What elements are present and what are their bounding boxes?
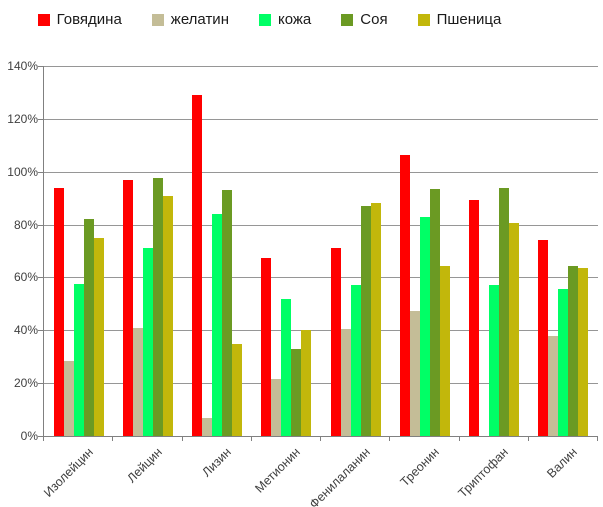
bar-Соя	[152, 178, 163, 436]
bar-Говядина	[330, 248, 341, 436]
chart-legend: Говядина желатин кожа Соя Пшеница	[0, 11, 603, 28]
bar-желатин	[340, 329, 351, 436]
bar-желатин	[271, 379, 282, 436]
legend-item: Пшеница	[417, 11, 502, 28]
x-tick-mark	[527, 437, 529, 441]
gridline	[44, 66, 598, 67]
x-tick-mark	[389, 437, 391, 441]
bar-Пшеница	[232, 343, 243, 436]
x-tick-mark	[181, 437, 183, 441]
bar-Соя	[291, 348, 302, 436]
legend-label: Соя	[360, 11, 388, 28]
x-tick-mark	[597, 437, 598, 441]
bar-Говядина	[122, 179, 133, 436]
x-tick-mark	[250, 437, 252, 441]
x-tick-mark	[43, 437, 44, 441]
bar-Соя	[360, 206, 371, 436]
y-tick-mark	[38, 277, 43, 279]
bar-Пшеница	[578, 268, 589, 436]
bar-Соя	[222, 190, 233, 436]
y-tick-mark	[38, 118, 43, 120]
x-tick-mark	[112, 437, 114, 441]
bar-Говядина	[469, 199, 480, 436]
y-tick-label: 40%	[13, 323, 38, 338]
legend-swatch	[417, 13, 430, 26]
legend-label: Говядина	[56, 11, 122, 28]
bar-Соя	[429, 188, 440, 436]
legend-swatch	[258, 13, 271, 26]
bar-group-1	[44, 66, 113, 436]
bar-group-6	[390, 66, 459, 436]
gridline	[44, 118, 598, 120]
bar-Пшеница	[301, 330, 312, 436]
bar-group-8	[529, 66, 598, 436]
legend-item: Говядина	[37, 11, 122, 28]
bar-желатин	[202, 417, 213, 436]
bar-кожа	[350, 285, 361, 436]
x-category-label: Изолейцин	[40, 445, 96, 500]
legend-label: кожа	[277, 11, 312, 28]
bar-кожа	[281, 298, 292, 436]
legend-label: желатин	[170, 11, 229, 28]
bar-Пшеница	[162, 195, 173, 436]
bar-group-4	[252, 66, 321, 436]
gridline	[44, 330, 598, 332]
bar-Пшеница	[509, 223, 520, 436]
y-tick-mark	[38, 436, 43, 437]
bar-кожа	[73, 284, 84, 436]
gridline	[44, 224, 598, 226]
bar-Говядина	[261, 257, 272, 436]
gridline	[44, 383, 598, 385]
legend-item: кожа	[258, 11, 312, 28]
plot-area	[43, 66, 598, 437]
bar-Говядина	[538, 240, 549, 436]
bar-Пшеница	[93, 237, 104, 436]
y-tick-label: 80%	[13, 217, 38, 232]
y-tick-label: 100%	[7, 164, 38, 179]
y-tick-label: 0%	[20, 429, 38, 443]
bar-group-7	[460, 66, 529, 436]
y-tick-mark	[38, 383, 43, 385]
bar-желатин	[132, 327, 143, 436]
x-tick-mark	[320, 437, 321, 441]
legend-label: Пшеница	[436, 11, 502, 28]
y-tick-mark	[38, 224, 43, 226]
gridline	[44, 277, 598, 279]
bar-кожа	[558, 289, 569, 436]
bar-желатин	[63, 360, 74, 436]
y-tick-label: 140%	[7, 59, 38, 73]
y-tick-label: 60%	[13, 270, 38, 285]
gridline	[44, 171, 598, 173]
y-tick-label: 120%	[7, 111, 38, 126]
bar-кожа	[142, 248, 153, 436]
bar-Говядина	[192, 95, 203, 436]
legend-swatch	[151, 13, 164, 26]
bar-group-5	[321, 66, 390, 436]
legend-item: желатин	[151, 11, 229, 28]
legend-item: Соя	[341, 11, 388, 28]
bar-Пшеница	[370, 203, 381, 436]
bar-кожа	[489, 285, 500, 436]
legend-swatch	[341, 13, 354, 26]
bar-Говядина	[53, 187, 64, 436]
y-tick-mark	[38, 66, 43, 67]
bar-желатин	[409, 310, 420, 436]
bar-желатин	[548, 335, 559, 436]
bar-кожа	[212, 214, 223, 436]
y-tick-label: 20%	[13, 376, 38, 391]
bar-Соя	[83, 219, 94, 436]
y-tick-mark	[38, 171, 43, 173]
legend-swatch	[37, 13, 50, 26]
bar-кожа	[419, 216, 430, 436]
y-tick-mark	[38, 330, 43, 332]
bar-Пшеница	[439, 265, 450, 436]
bar-Говядина	[399, 154, 410, 436]
bar-Соя	[568, 265, 579, 436]
bar-group-3	[183, 66, 252, 436]
bar-Соя	[499, 187, 510, 436]
bar-group-2	[113, 66, 182, 436]
x-tick-mark	[458, 437, 460, 441]
